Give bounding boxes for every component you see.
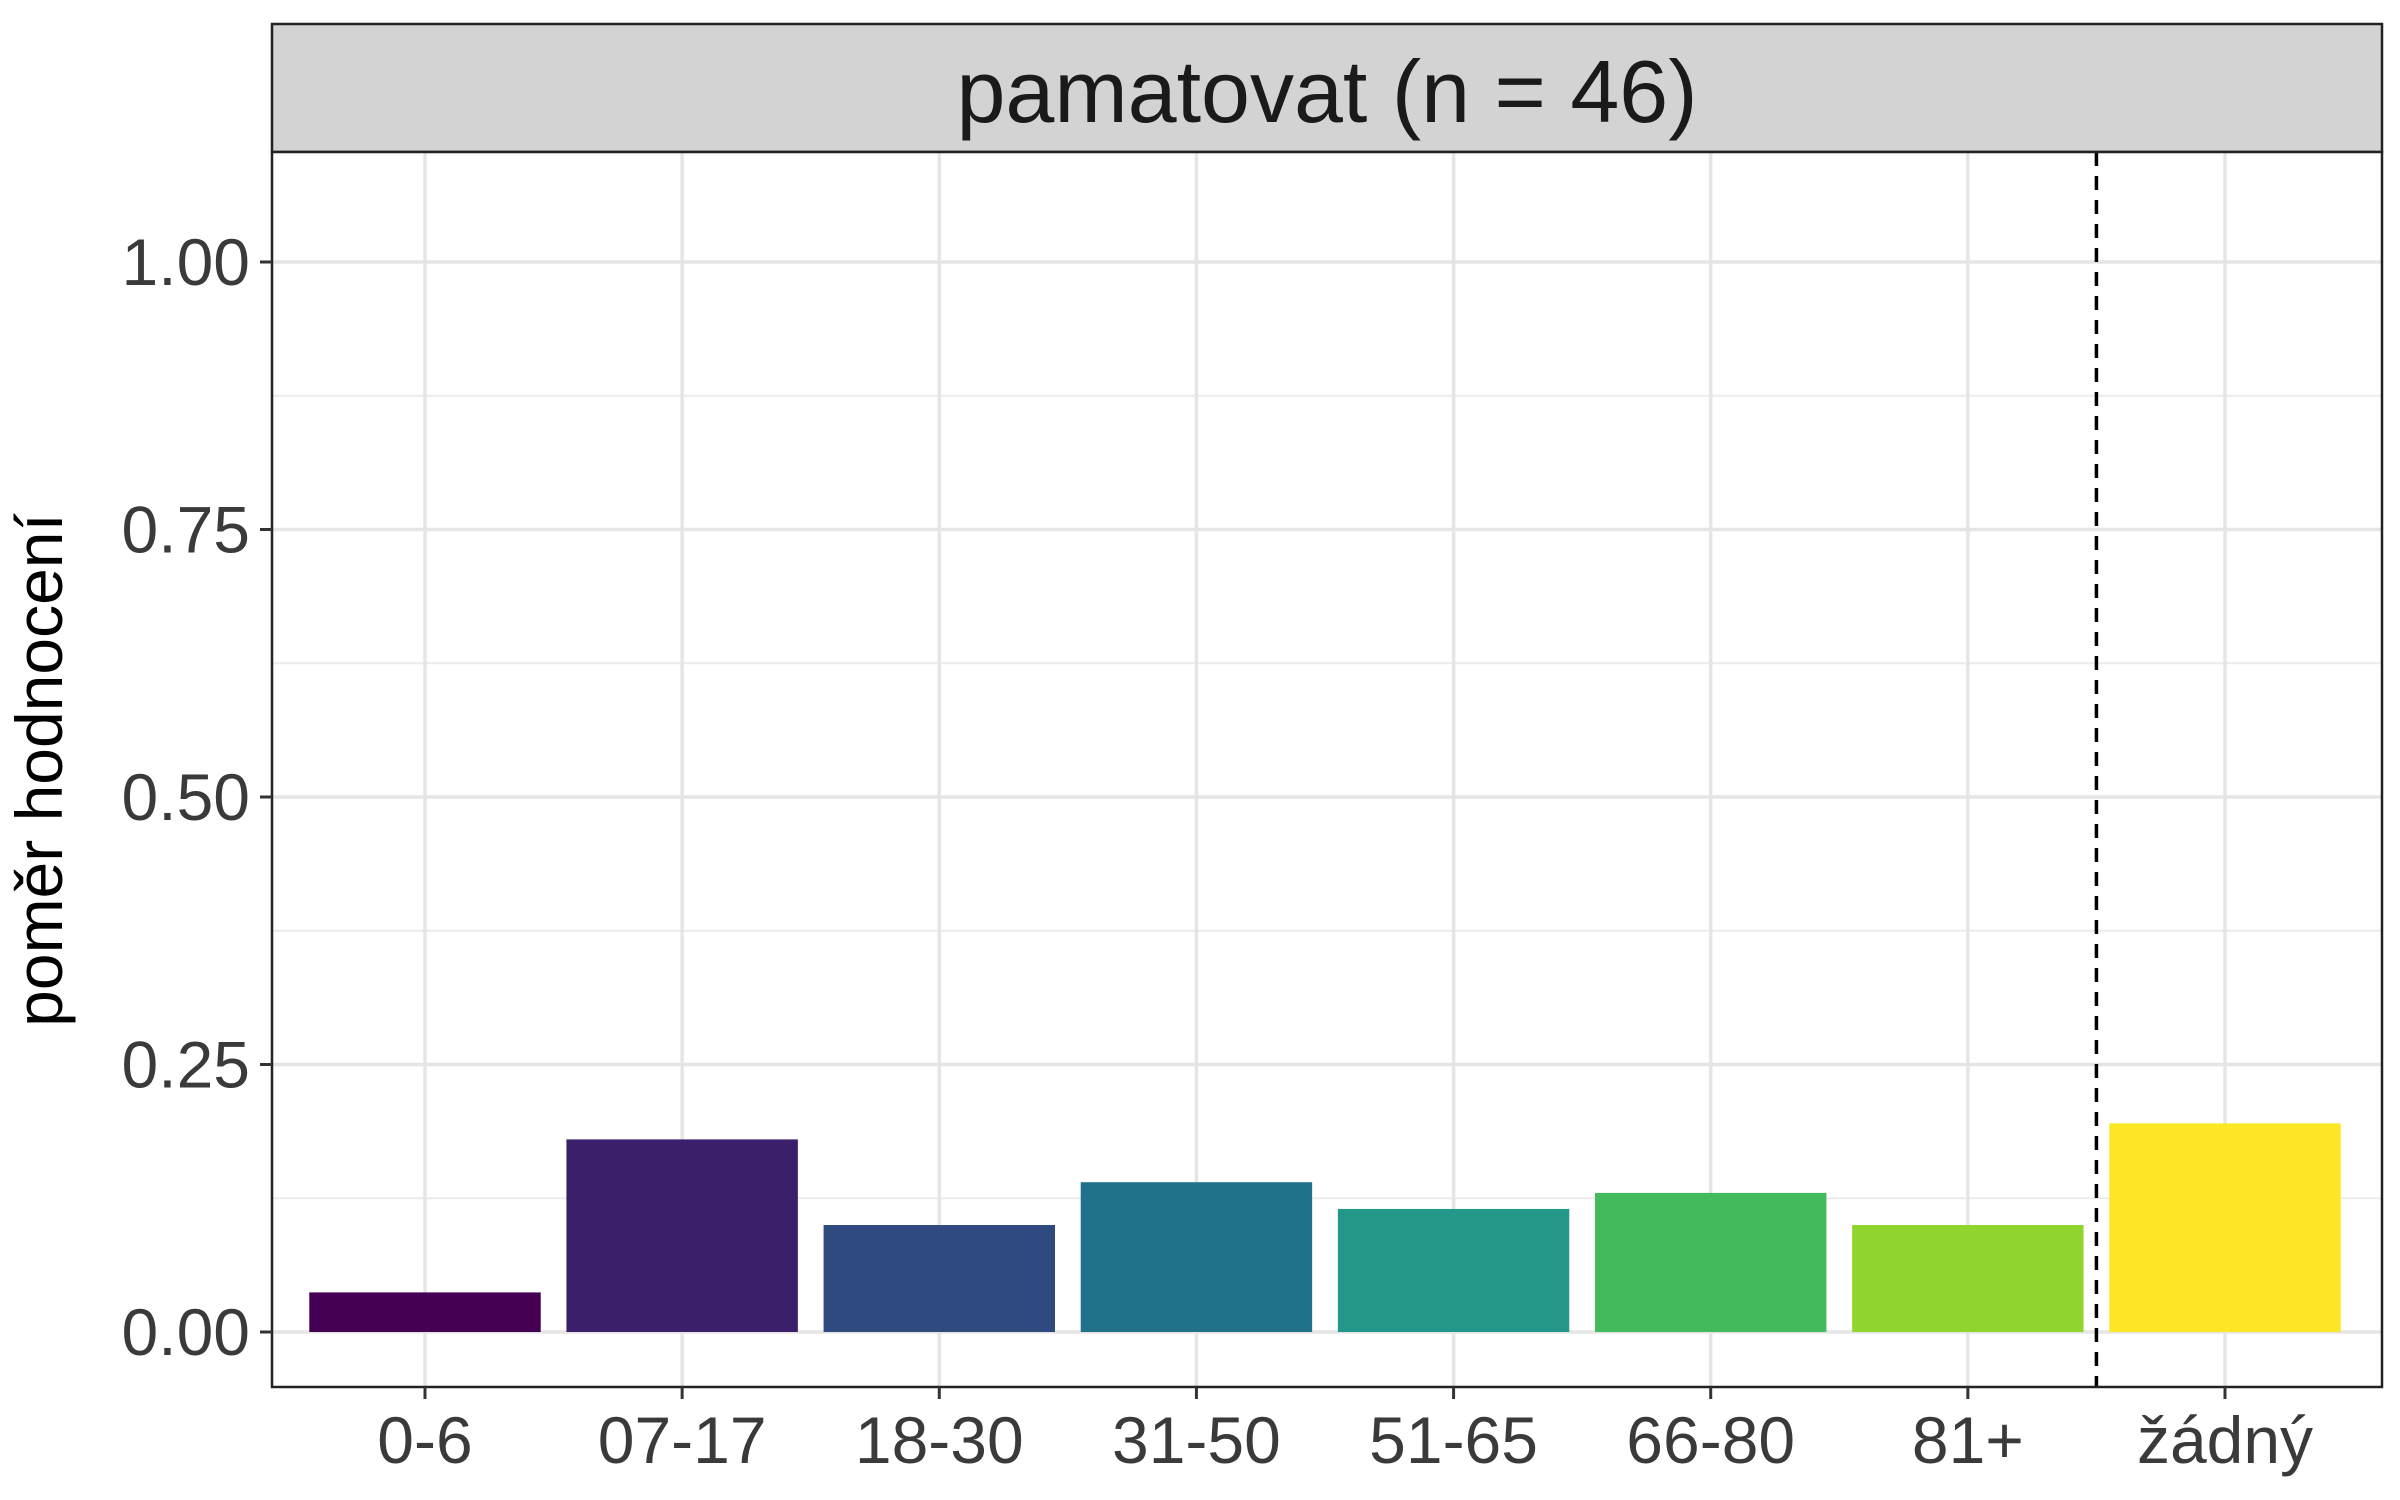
x-tick-label: žádný — [2137, 1403, 2313, 1477]
x-tick-label: 66-80 — [1626, 1403, 1795, 1477]
x-tick-label: 18-30 — [855, 1403, 1024, 1477]
bar-81+ — [1852, 1225, 2084, 1332]
bar-18-30 — [823, 1225, 1055, 1332]
bar-žádný — [2109, 1123, 2341, 1332]
x-tick-label: 81+ — [1912, 1403, 2024, 1477]
panel-border — [270, 150, 2384, 1389]
x-tick-label: 51-65 — [1369, 1403, 1538, 1477]
y-tick-label: 0.50 — [122, 760, 250, 834]
bar-07-17 — [566, 1139, 798, 1332]
bar-31-50 — [1080, 1182, 1313, 1332]
facet-strip — [270, 22, 2384, 154]
facet-title: pamatovat (n = 46) — [956, 42, 1697, 141]
x-tick-label: 0-6 — [377, 1403, 472, 1477]
y-tick-label: 0.75 — [122, 493, 250, 567]
y-axis: 0.00 0.25 0.50 0.75 1.00 — [122, 225, 272, 1369]
bar-51-65 — [1337, 1208, 1570, 1332]
bars — [309, 1123, 2341, 1332]
x-axis: 0-6 07-17 18-30 31-50 51-65 66-80 81+ žádný — [377, 1387, 2313, 1477]
bar-66-80 — [1595, 1192, 1827, 1332]
x-tick-label: 31-50 — [1112, 1403, 1281, 1477]
y-tick-label: 0.00 — [122, 1295, 250, 1369]
y-axis-title: poměr hodnocení — [2, 512, 76, 1026]
bar-0-6 — [309, 1292, 541, 1332]
x-tick-label: 07-17 — [598, 1403, 767, 1477]
minor-gridlines — [272, 394, 2382, 1200]
y-tick-label: 1.00 — [122, 225, 250, 299]
y-tick-label: 0.25 — [122, 1028, 250, 1102]
